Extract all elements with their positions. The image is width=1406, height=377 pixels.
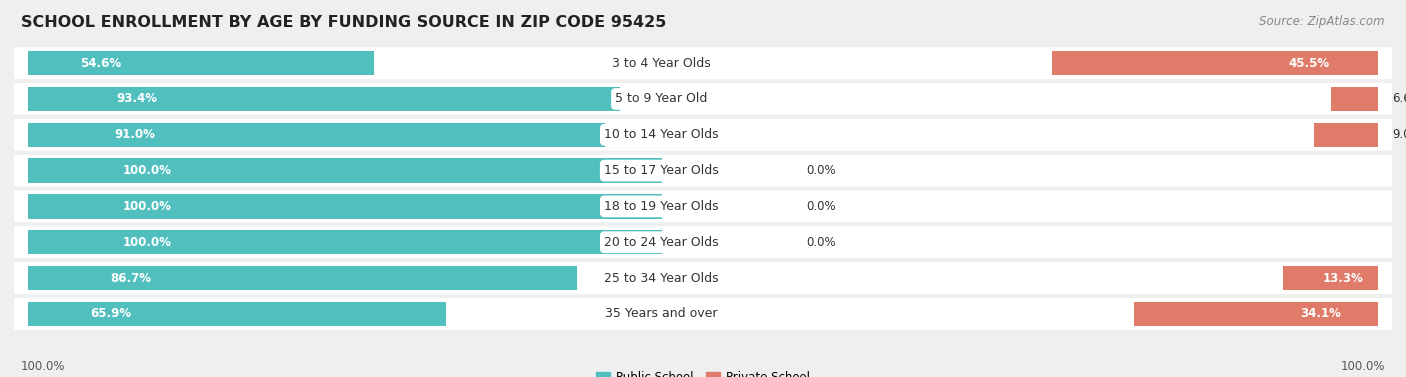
FancyBboxPatch shape	[7, 119, 1399, 151]
Text: 100.0%: 100.0%	[122, 164, 172, 177]
Text: 18 to 19 Year Olds: 18 to 19 Year Olds	[605, 200, 718, 213]
Text: 54.6%: 54.6%	[80, 57, 121, 70]
Bar	[1313, 123, 1378, 147]
FancyBboxPatch shape	[7, 47, 1399, 79]
Text: 25 to 34 Year Olds: 25 to 34 Year Olds	[605, 271, 718, 285]
Text: 100.0%: 100.0%	[1340, 360, 1385, 373]
Bar	[28, 266, 578, 290]
Text: 6.6%: 6.6%	[1392, 92, 1406, 106]
Text: 13.3%: 13.3%	[1323, 271, 1364, 285]
FancyBboxPatch shape	[7, 298, 1399, 330]
FancyBboxPatch shape	[7, 155, 1399, 187]
Text: 0.0%: 0.0%	[806, 236, 837, 249]
Text: 35 Years and over: 35 Years and over	[606, 307, 718, 320]
Text: 10 to 14 Year Olds: 10 to 14 Year Olds	[605, 128, 718, 141]
Bar	[28, 51, 374, 75]
Bar	[28, 194, 662, 219]
FancyBboxPatch shape	[7, 190, 1399, 222]
Text: 0.0%: 0.0%	[806, 164, 837, 177]
Text: 34.1%: 34.1%	[1301, 307, 1341, 320]
Text: 45.5%: 45.5%	[1288, 57, 1329, 70]
Text: 9.0%: 9.0%	[1392, 128, 1406, 141]
Bar	[28, 302, 446, 326]
Text: 86.7%: 86.7%	[110, 271, 152, 285]
Text: 65.9%: 65.9%	[90, 307, 132, 320]
Bar	[28, 230, 662, 254]
Text: 91.0%: 91.0%	[114, 128, 155, 141]
Text: 100.0%: 100.0%	[122, 236, 172, 249]
FancyBboxPatch shape	[7, 262, 1399, 294]
Text: 0.0%: 0.0%	[806, 200, 837, 213]
Text: 5 to 9 Year Old: 5 to 9 Year Old	[616, 92, 707, 106]
Text: 20 to 24 Year Olds: 20 to 24 Year Olds	[605, 236, 718, 249]
Text: Source: ZipAtlas.com: Source: ZipAtlas.com	[1260, 15, 1385, 28]
Bar	[1282, 266, 1378, 290]
Legend: Public School, Private School: Public School, Private School	[592, 366, 814, 377]
Text: 100.0%: 100.0%	[21, 360, 66, 373]
FancyBboxPatch shape	[7, 83, 1399, 115]
Text: 93.4%: 93.4%	[117, 92, 157, 106]
Text: 3 to 4 Year Olds: 3 to 4 Year Olds	[612, 57, 711, 70]
FancyBboxPatch shape	[7, 226, 1399, 258]
Bar	[28, 158, 662, 183]
Bar	[28, 123, 605, 147]
Bar	[1052, 51, 1378, 75]
Text: 15 to 17 Year Olds: 15 to 17 Year Olds	[605, 164, 718, 177]
Bar	[28, 87, 620, 111]
Bar	[1133, 302, 1378, 326]
Text: SCHOOL ENROLLMENT BY AGE BY FUNDING SOURCE IN ZIP CODE 95425: SCHOOL ENROLLMENT BY AGE BY FUNDING SOUR…	[21, 15, 666, 30]
Bar	[1331, 87, 1378, 111]
Text: 100.0%: 100.0%	[122, 200, 172, 213]
